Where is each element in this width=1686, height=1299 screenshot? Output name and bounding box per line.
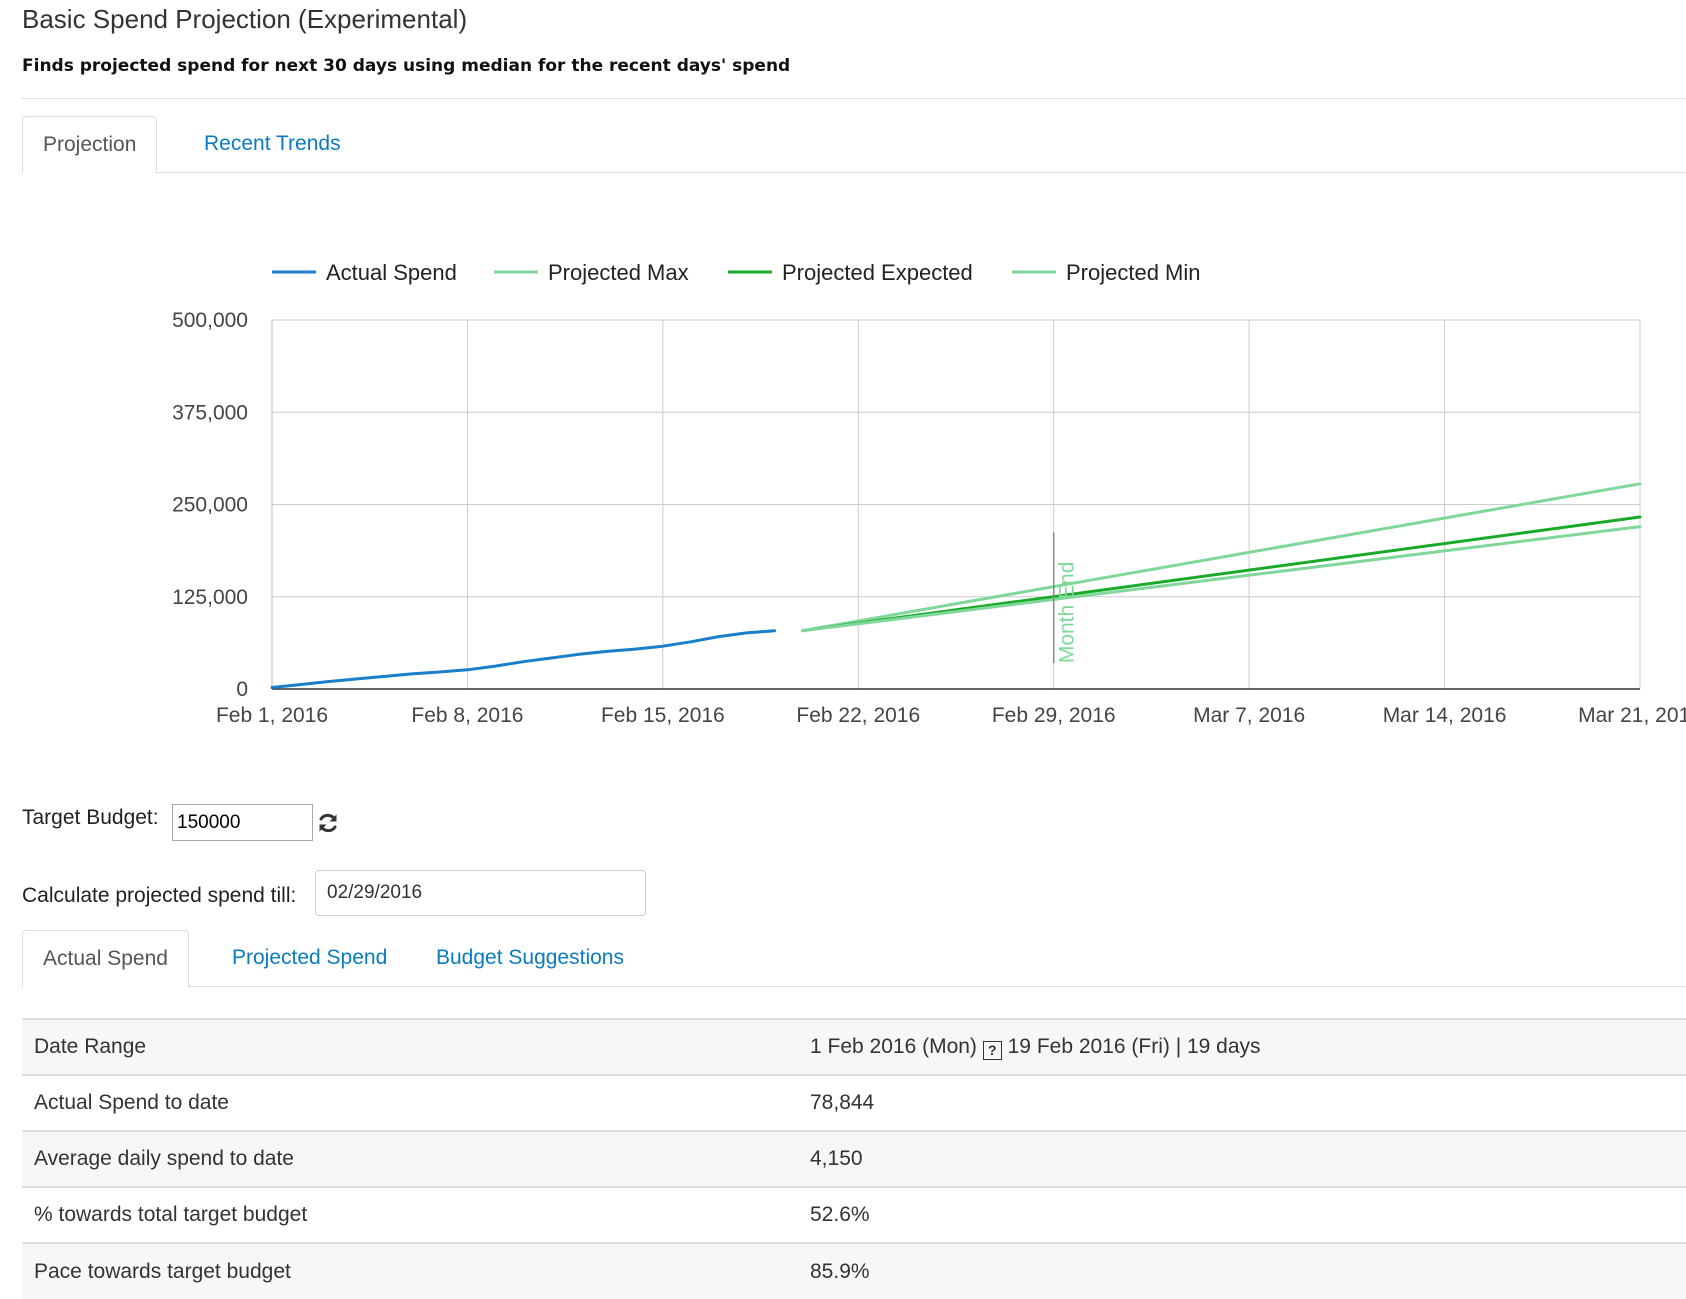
tab-projected-spend[interactable]: Projected Spend (232, 946, 388, 969)
row-value: 85.9% (798, 1242, 1686, 1299)
series-projected-expected (800, 515, 1642, 633)
y-tick-label: 0 (236, 678, 248, 701)
legend-label: Projected Min (1066, 260, 1201, 285)
row-label: Pace towards target budget (22, 1242, 798, 1299)
row-label: Date Range (22, 1018, 798, 1075)
page-subtitle: Finds projected spend for next 30 days u… (22, 56, 791, 76)
series-projected-max (800, 482, 1642, 633)
tab-budget-suggestions[interactable]: Budget Suggestions (436, 946, 624, 969)
row-value: 4,150 (798, 1130, 1686, 1187)
y-tick-label: 500,000 (172, 309, 248, 332)
y-tick-label: 125,000 (172, 586, 248, 609)
page-title: Basic Spend Projection (Experimental) (22, 4, 468, 34)
divider (22, 98, 1686, 99)
row-value: 78,844 (798, 1074, 1686, 1131)
legend-label: Projected Expected (782, 260, 973, 285)
target-budget-label: Target Budget: (22, 806, 159, 829)
x-tick-label: Feb 8, 2016 (411, 704, 523, 727)
table-row: Actual Spend to date 78,844 (22, 1074, 1686, 1131)
table-row: % towards total target budget 52.6% (22, 1186, 1686, 1243)
x-tick-label: Feb 29, 2016 (992, 704, 1116, 727)
x-tick-label: Feb 15, 2016 (601, 704, 725, 727)
calc-till-label: Calculate projected spend till: (22, 884, 297, 907)
x-tick-label: Feb 22, 2016 (796, 704, 920, 727)
tab-recent-trends[interactable]: Recent Trends (204, 132, 341, 155)
x-tick-label: Mar 14, 2016 (1383, 704, 1507, 727)
y-tick-label: 250,000 (172, 494, 248, 517)
legend-label: Actual Spend (326, 260, 457, 285)
date-range-end: 19 Feb 2016 (Fri) | 19 days (1007, 1034, 1261, 1058)
row-label: Average daily spend to date (22, 1130, 798, 1187)
row-value: 52.6% (798, 1186, 1686, 1243)
month-end-annotation-label: Month End (1056, 562, 1079, 664)
series-actual-spend (270, 629, 776, 689)
legend-label: Projected Max (548, 260, 689, 285)
question-box-icon: ? (982, 1040, 1002, 1060)
date-range-start: 1 Feb 2016 (Mon) (810, 1034, 977, 1058)
table-row: Pace towards target budget 85.9% (22, 1242, 1686, 1299)
target-budget-input[interactable] (172, 804, 313, 841)
series-projected-min (800, 525, 1642, 633)
spend-projection-chart: 0 125,000 250,000 375,000 500,000 Feb 1, 2016… (172, 260, 1686, 727)
x-tick-label: Mar 7, 2016 (1193, 704, 1305, 727)
x-tick-label: Mar 21, 2016 (1578, 704, 1686, 727)
tab-projection[interactable]: Projection (22, 116, 158, 174)
row-label: % towards total target budget (22, 1186, 798, 1243)
table-row: Average daily spend to date 4,150 (22, 1130, 1686, 1187)
refresh-icon[interactable] (316, 811, 340, 835)
row-label: Actual Spend to date (22, 1074, 798, 1131)
table-row: Date Range 1 Feb 2016 (Mon) ? 19 Feb 201… (22, 1018, 1686, 1075)
summary-table: Date Range 1 Feb 2016 (Mon) ? 19 Feb 201… (22, 1018, 1686, 1299)
bottom-tab-bar: Actual Spend Projected Spend Budget Sugg… (22, 930, 1686, 988)
x-tick-label: Feb 1, 2016 (216, 704, 328, 727)
tab-actual-spend[interactable]: Actual Spend (22, 930, 189, 988)
top-tab-bar: Projection Recent Trends (22, 116, 1686, 174)
date-range-value: 1 Feb 2016 (Mon) ? 19 Feb 2016 (Fri) | 1… (798, 1018, 1686, 1075)
y-tick-label: 375,000 (172, 401, 248, 424)
calc-till-date-input[interactable] (315, 870, 646, 916)
